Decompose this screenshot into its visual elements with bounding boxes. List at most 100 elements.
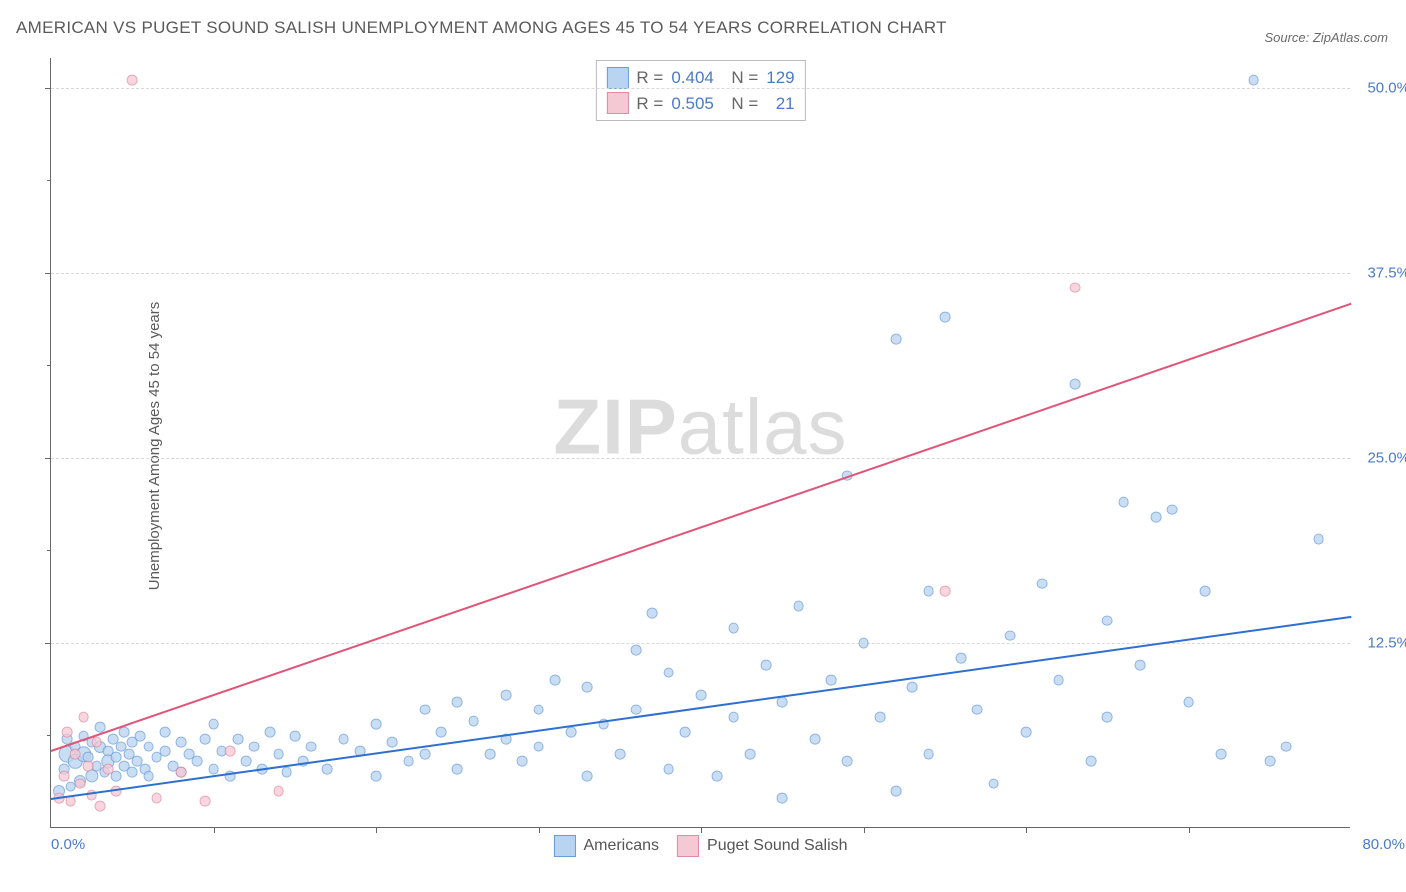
legend-n-label: N = bbox=[722, 91, 758, 117]
data-point bbox=[533, 741, 544, 752]
legend-swatch bbox=[606, 67, 628, 89]
data-point bbox=[208, 719, 219, 730]
data-point bbox=[241, 756, 252, 767]
data-point bbox=[1281, 741, 1292, 752]
data-point bbox=[874, 712, 885, 723]
data-point bbox=[91, 737, 102, 748]
data-point bbox=[468, 716, 479, 727]
data-point bbox=[419, 749, 430, 760]
data-point bbox=[232, 734, 243, 745]
legend-item: Americans bbox=[553, 835, 659, 857]
data-point bbox=[176, 766, 187, 777]
data-point bbox=[306, 741, 317, 752]
data-point bbox=[663, 763, 674, 774]
data-point bbox=[85, 770, 98, 783]
data-point bbox=[501, 689, 512, 700]
correlation-legend: R = 0.404 N = 129R = 0.505 N = 21 bbox=[595, 60, 805, 121]
data-point bbox=[273, 786, 284, 797]
data-point bbox=[1004, 630, 1015, 641]
data-point bbox=[614, 749, 625, 760]
data-point bbox=[1021, 726, 1032, 737]
data-point bbox=[663, 667, 674, 678]
data-point bbox=[94, 800, 105, 811]
legend-swatch bbox=[677, 835, 699, 857]
data-point bbox=[696, 689, 707, 700]
data-point bbox=[436, 726, 447, 737]
x-minor-tick bbox=[376, 827, 377, 833]
data-point bbox=[151, 793, 162, 804]
data-point bbox=[891, 334, 902, 345]
data-point bbox=[533, 704, 544, 715]
data-point bbox=[679, 726, 690, 737]
data-point bbox=[143, 771, 154, 782]
gridline bbox=[51, 88, 1350, 89]
chart-title: AMERICAN VS PUGET SOUND SALISH UNEMPLOYM… bbox=[16, 18, 947, 38]
data-point bbox=[224, 746, 235, 757]
y-minor-tick bbox=[47, 365, 51, 366]
data-point bbox=[70, 749, 81, 760]
data-point bbox=[200, 796, 211, 807]
x-tick-label: 80.0% bbox=[1362, 836, 1405, 853]
data-point bbox=[1069, 282, 1080, 293]
data-point bbox=[939, 586, 950, 597]
data-point bbox=[631, 704, 642, 715]
data-point bbox=[1102, 712, 1113, 723]
data-point bbox=[78, 712, 89, 723]
x-minor-tick bbox=[1026, 827, 1027, 833]
x-minor-tick bbox=[701, 827, 702, 833]
data-point bbox=[1167, 504, 1178, 515]
data-point bbox=[1183, 697, 1194, 708]
legend-r-value: 0.505 bbox=[671, 91, 714, 117]
data-point bbox=[566, 726, 577, 737]
regression-line bbox=[51, 302, 1352, 751]
data-point bbox=[322, 763, 333, 774]
data-point bbox=[102, 763, 113, 774]
data-point bbox=[200, 734, 211, 745]
data-point bbox=[265, 726, 276, 737]
data-point bbox=[631, 645, 642, 656]
data-point bbox=[923, 749, 934, 760]
data-point bbox=[777, 793, 788, 804]
data-point bbox=[452, 763, 463, 774]
y-tick-mark bbox=[45, 643, 51, 644]
data-point bbox=[972, 704, 983, 715]
legend-label: Americans bbox=[583, 837, 659, 855]
data-point bbox=[809, 734, 820, 745]
data-point bbox=[1069, 378, 1080, 389]
data-point bbox=[135, 731, 146, 742]
y-tick-mark bbox=[45, 88, 51, 89]
gridline bbox=[51, 273, 1350, 274]
data-point bbox=[939, 312, 950, 323]
data-point bbox=[988, 778, 999, 789]
data-point bbox=[1086, 756, 1097, 767]
data-point bbox=[159, 726, 170, 737]
data-point bbox=[826, 675, 837, 686]
data-point bbox=[452, 697, 463, 708]
data-point bbox=[858, 637, 869, 648]
data-point bbox=[371, 719, 382, 730]
y-tick-mark bbox=[45, 273, 51, 274]
data-point bbox=[1134, 660, 1145, 671]
data-point bbox=[159, 746, 170, 757]
y-tick-label: 50.0% bbox=[1367, 79, 1406, 96]
data-point bbox=[273, 749, 284, 760]
data-point bbox=[923, 586, 934, 597]
data-point bbox=[793, 600, 804, 611]
data-point bbox=[1118, 497, 1129, 508]
data-point bbox=[281, 766, 292, 777]
data-point bbox=[419, 704, 430, 715]
data-point bbox=[83, 760, 94, 771]
data-point bbox=[517, 756, 528, 767]
data-point bbox=[59, 771, 70, 782]
data-point bbox=[127, 766, 138, 777]
y-minor-tick bbox=[47, 550, 51, 551]
data-point bbox=[1313, 534, 1324, 545]
data-point bbox=[712, 771, 723, 782]
x-minor-tick bbox=[539, 827, 540, 833]
data-point bbox=[192, 756, 203, 767]
data-point bbox=[208, 763, 219, 774]
legend-swatch bbox=[606, 92, 628, 114]
data-point bbox=[1053, 675, 1064, 686]
data-point bbox=[1151, 512, 1162, 523]
y-tick-label: 37.5% bbox=[1367, 264, 1406, 281]
